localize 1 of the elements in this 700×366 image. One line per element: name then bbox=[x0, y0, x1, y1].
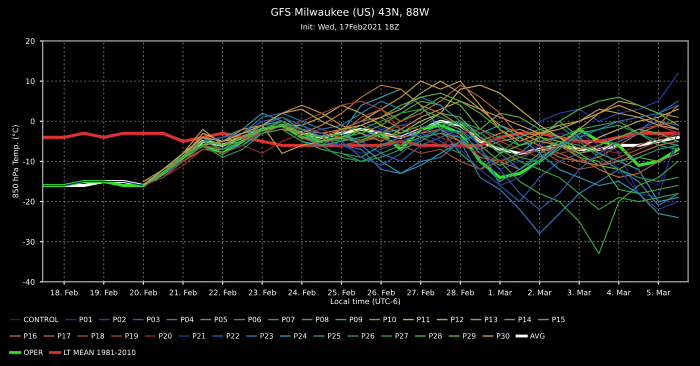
chart-title: GFS Milwaukee (US) 43N, 88W bbox=[271, 8, 430, 18]
